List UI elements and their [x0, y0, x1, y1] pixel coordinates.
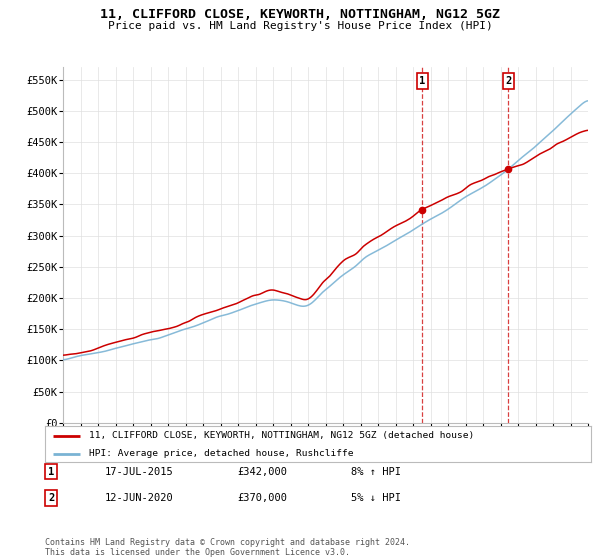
Text: 2: 2 [48, 493, 54, 503]
Text: 12-JUN-2020: 12-JUN-2020 [105, 493, 174, 503]
Text: £342,000: £342,000 [237, 466, 287, 477]
Text: Contains HM Land Registry data © Crown copyright and database right 2024.
This d: Contains HM Land Registry data © Crown c… [45, 538, 410, 557]
Text: Price paid vs. HM Land Registry's House Price Index (HPI): Price paid vs. HM Land Registry's House … [107, 21, 493, 31]
Text: £370,000: £370,000 [237, 493, 287, 503]
Text: 11, CLIFFORD CLOSE, KEYWORTH, NOTTINGHAM, NG12 5GZ (detached house): 11, CLIFFORD CLOSE, KEYWORTH, NOTTINGHAM… [89, 431, 474, 440]
Text: 1: 1 [419, 76, 425, 86]
Text: 11, CLIFFORD CLOSE, KEYWORTH, NOTTINGHAM, NG12 5GZ: 11, CLIFFORD CLOSE, KEYWORTH, NOTTINGHAM… [100, 8, 500, 21]
Text: HPI: Average price, detached house, Rushcliffe: HPI: Average price, detached house, Rush… [89, 450, 353, 459]
Text: 17-JUL-2015: 17-JUL-2015 [105, 466, 174, 477]
Text: 5% ↓ HPI: 5% ↓ HPI [351, 493, 401, 503]
Text: 1: 1 [48, 466, 54, 477]
Text: 2: 2 [505, 76, 511, 86]
Text: 8% ↑ HPI: 8% ↑ HPI [351, 466, 401, 477]
